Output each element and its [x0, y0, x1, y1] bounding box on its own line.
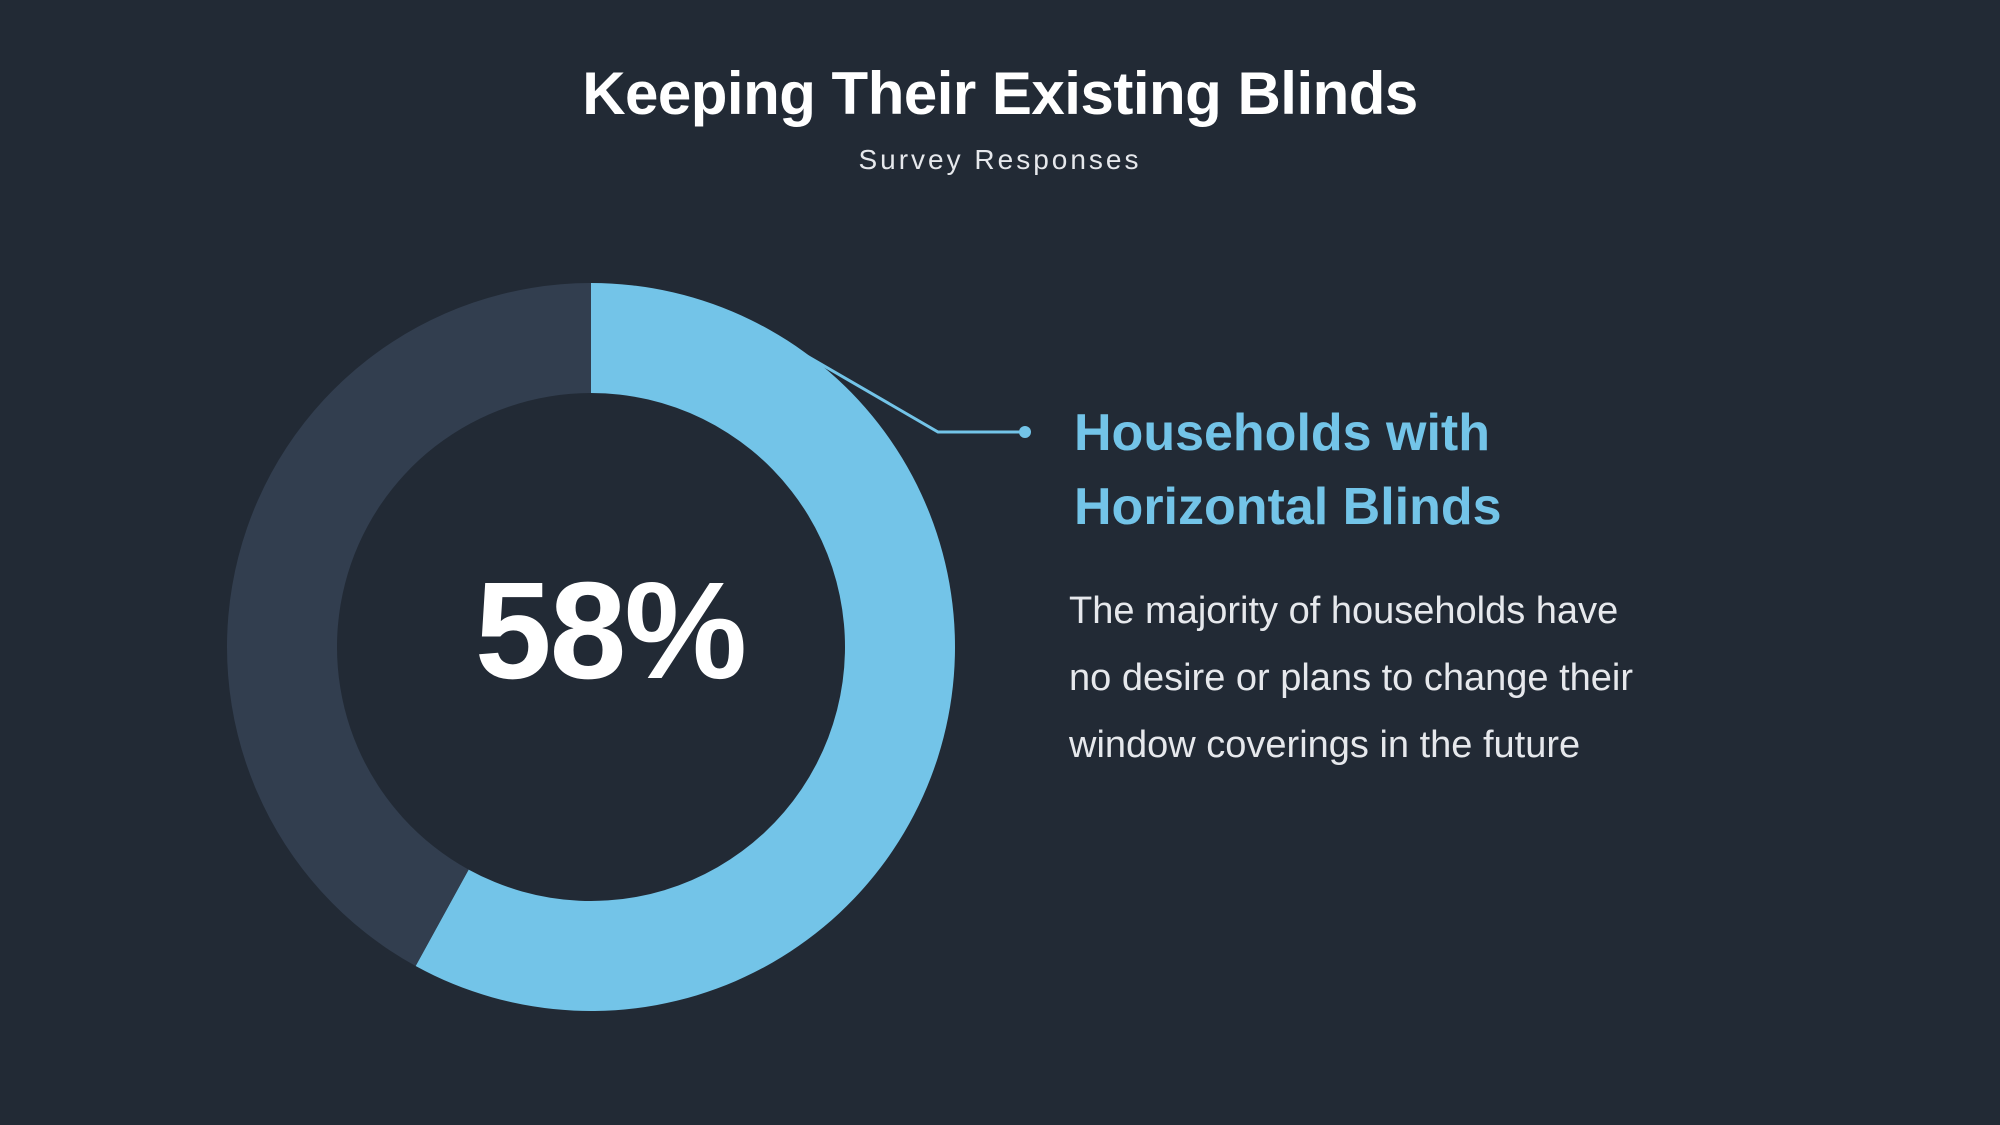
callout-body-line-2: no desire or plans to change their — [1069, 657, 1634, 699]
leader-dot — [1019, 426, 1031, 438]
callout-heading: Households with Horizontal Blinds — [1074, 396, 1774, 544]
slide-subtitle: Survey Responses — [858, 144, 1142, 175]
callout-body: The majority of households have no desir… — [1069, 578, 1769, 779]
callout-body-line-1: The majority of households have — [1069, 590, 1619, 632]
slide-title: Keeping Their Existing Blinds — [582, 60, 1418, 127]
donut-center-value: 58% — [474, 554, 747, 708]
donut-slices — [226, 283, 955, 1011]
callout-leader — [803, 352, 1031, 438]
leader-line — [803, 352, 1025, 434]
donut-slice-1 — [415, 283, 955, 1011]
callout-body-line-3: window coverings in the future — [1069, 724, 1581, 766]
donut-slice-2 — [226, 283, 592, 966]
callout-heading-line-2: Horizontal Blinds — [1074, 478, 1502, 536]
callout-heading-line-1: Households with — [1074, 404, 1490, 462]
